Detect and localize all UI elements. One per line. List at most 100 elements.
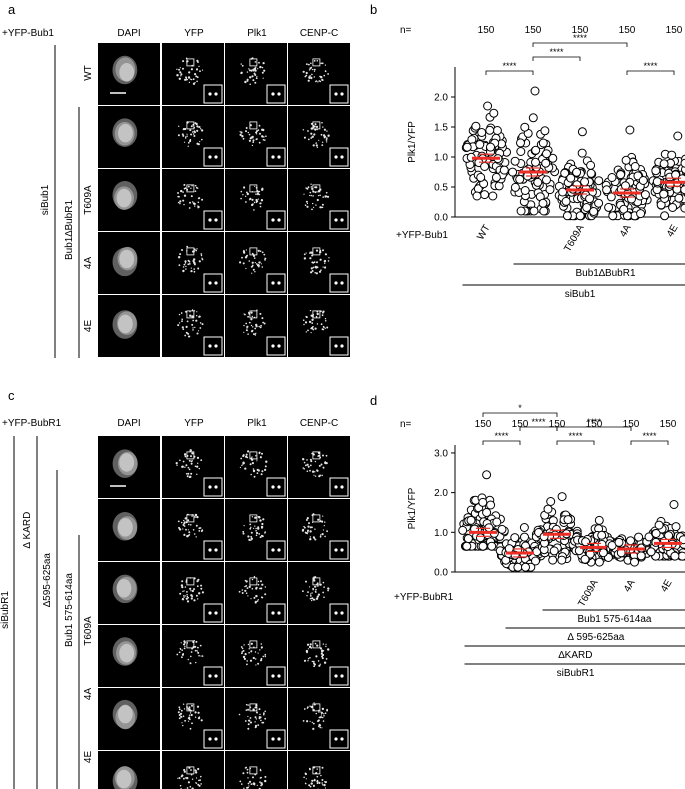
zoom-inset xyxy=(266,273,286,293)
kinetochore-dot xyxy=(245,329,248,332)
kinetochore-dot xyxy=(194,645,197,648)
data-point xyxy=(480,162,490,171)
kinetochore-dot xyxy=(239,466,241,469)
inset-dot xyxy=(271,485,275,489)
data-point xyxy=(486,500,496,510)
kinetochore-dot xyxy=(257,68,259,70)
kinetochore-dot xyxy=(253,209,255,211)
data-point xyxy=(625,125,635,135)
kinetochore-dot xyxy=(327,73,329,75)
data-point xyxy=(581,537,591,547)
kinetochore-dot xyxy=(313,206,315,208)
kinetochore-dot xyxy=(260,189,263,191)
kinetochore-dot xyxy=(201,655,204,657)
kinetochore-dot xyxy=(191,131,194,133)
kinetochore-dot xyxy=(302,720,305,722)
inset-dot xyxy=(334,218,338,222)
kinetochore-dot xyxy=(187,781,190,784)
data-point xyxy=(585,549,595,559)
kinetochore-dot xyxy=(199,644,202,647)
kinetochore-dot xyxy=(240,197,242,200)
kinetochore-dot xyxy=(261,317,264,320)
zoom-box xyxy=(312,310,321,319)
kinetochore-dot xyxy=(321,727,323,729)
kinetochore-dots xyxy=(175,449,203,479)
kinetochore-dot xyxy=(309,538,312,541)
kinetochore-dot xyxy=(178,777,181,779)
kinetochore-dot xyxy=(316,782,319,785)
kinetochore-dot xyxy=(320,323,323,326)
kinetochore-dot xyxy=(321,782,324,784)
inset-dot xyxy=(208,281,212,285)
category-label: WT xyxy=(475,223,492,242)
kinetochore-dot xyxy=(248,133,251,136)
kinetochore-dot xyxy=(327,260,330,262)
inset-dot xyxy=(208,155,212,159)
kinetochore-dot xyxy=(257,652,259,654)
kinetochore-dot xyxy=(178,264,181,267)
kinetochore-dot xyxy=(190,590,192,592)
kinetochore-dot xyxy=(314,460,317,463)
kinetochore-dot xyxy=(195,249,197,252)
inset-dot xyxy=(277,611,281,615)
kinetochore-dot xyxy=(319,534,322,536)
kinetochore-dot xyxy=(179,647,181,650)
kinetochore-dot xyxy=(183,187,186,190)
kinetochore-dot xyxy=(260,646,263,649)
kinetochore-dot xyxy=(258,124,261,127)
kinetochore-dot xyxy=(249,523,252,526)
nucleus xyxy=(112,246,138,277)
kinetochore-dots xyxy=(301,513,328,541)
kinetochore-dot xyxy=(254,516,257,519)
kinetochore-dot xyxy=(259,65,262,69)
data-point xyxy=(636,551,646,561)
kinetochore-dot xyxy=(181,465,184,468)
kinetochore-dot xyxy=(250,265,253,268)
kinetochore-dot xyxy=(249,721,252,724)
kinetochore-dot xyxy=(321,784,324,786)
kinetochore-dots xyxy=(177,703,203,730)
n-value: 150 xyxy=(666,25,683,36)
kinetochore-dot xyxy=(313,665,315,668)
data-point xyxy=(545,185,555,195)
kinetochore-dot xyxy=(256,711,258,714)
kinetochore-dot xyxy=(257,129,260,132)
kinetochore-dot xyxy=(190,195,193,198)
kinetochore-dot xyxy=(197,783,200,786)
kinetochore-dot xyxy=(197,143,200,146)
kinetochore-dot xyxy=(247,715,249,718)
zoom-inset xyxy=(266,336,286,356)
kinetochore-dot xyxy=(302,467,304,469)
inset-dot xyxy=(208,548,212,552)
kinetochore-dot xyxy=(261,66,264,69)
kinetochore-dot xyxy=(304,204,307,206)
zoom-inset xyxy=(329,210,349,230)
kinetochore-dot xyxy=(254,74,257,76)
kinetochore-dot xyxy=(249,463,252,466)
inset-dot xyxy=(271,155,275,159)
data-point xyxy=(586,168,596,178)
kinetochore-dot xyxy=(315,249,319,252)
kinetochore-dot xyxy=(311,188,313,190)
kinetochore-dot xyxy=(256,460,258,462)
kinetochore-dot xyxy=(243,525,245,527)
kinetochore-dot xyxy=(242,137,245,140)
kinetochore-dot xyxy=(252,254,256,257)
kinetochore-dot xyxy=(195,640,198,643)
zoom-inset xyxy=(329,147,349,167)
kinetochore-dot xyxy=(199,140,201,143)
nucleus-layer xyxy=(119,453,135,472)
zoom-inset xyxy=(266,477,286,497)
kinetochore-dot xyxy=(246,325,249,328)
kinetochore-dot xyxy=(323,783,326,787)
kinetochore-dot xyxy=(327,587,330,590)
data-point xyxy=(486,142,495,152)
data-point xyxy=(462,541,472,551)
kinetochore-dot xyxy=(254,716,257,719)
kinetochore-dot xyxy=(184,78,187,81)
nucleus xyxy=(112,181,138,210)
kinetochore-dot xyxy=(194,184,197,187)
inset-dot xyxy=(214,548,218,552)
micrograph xyxy=(98,688,160,750)
kinetochore-dots xyxy=(239,124,267,147)
